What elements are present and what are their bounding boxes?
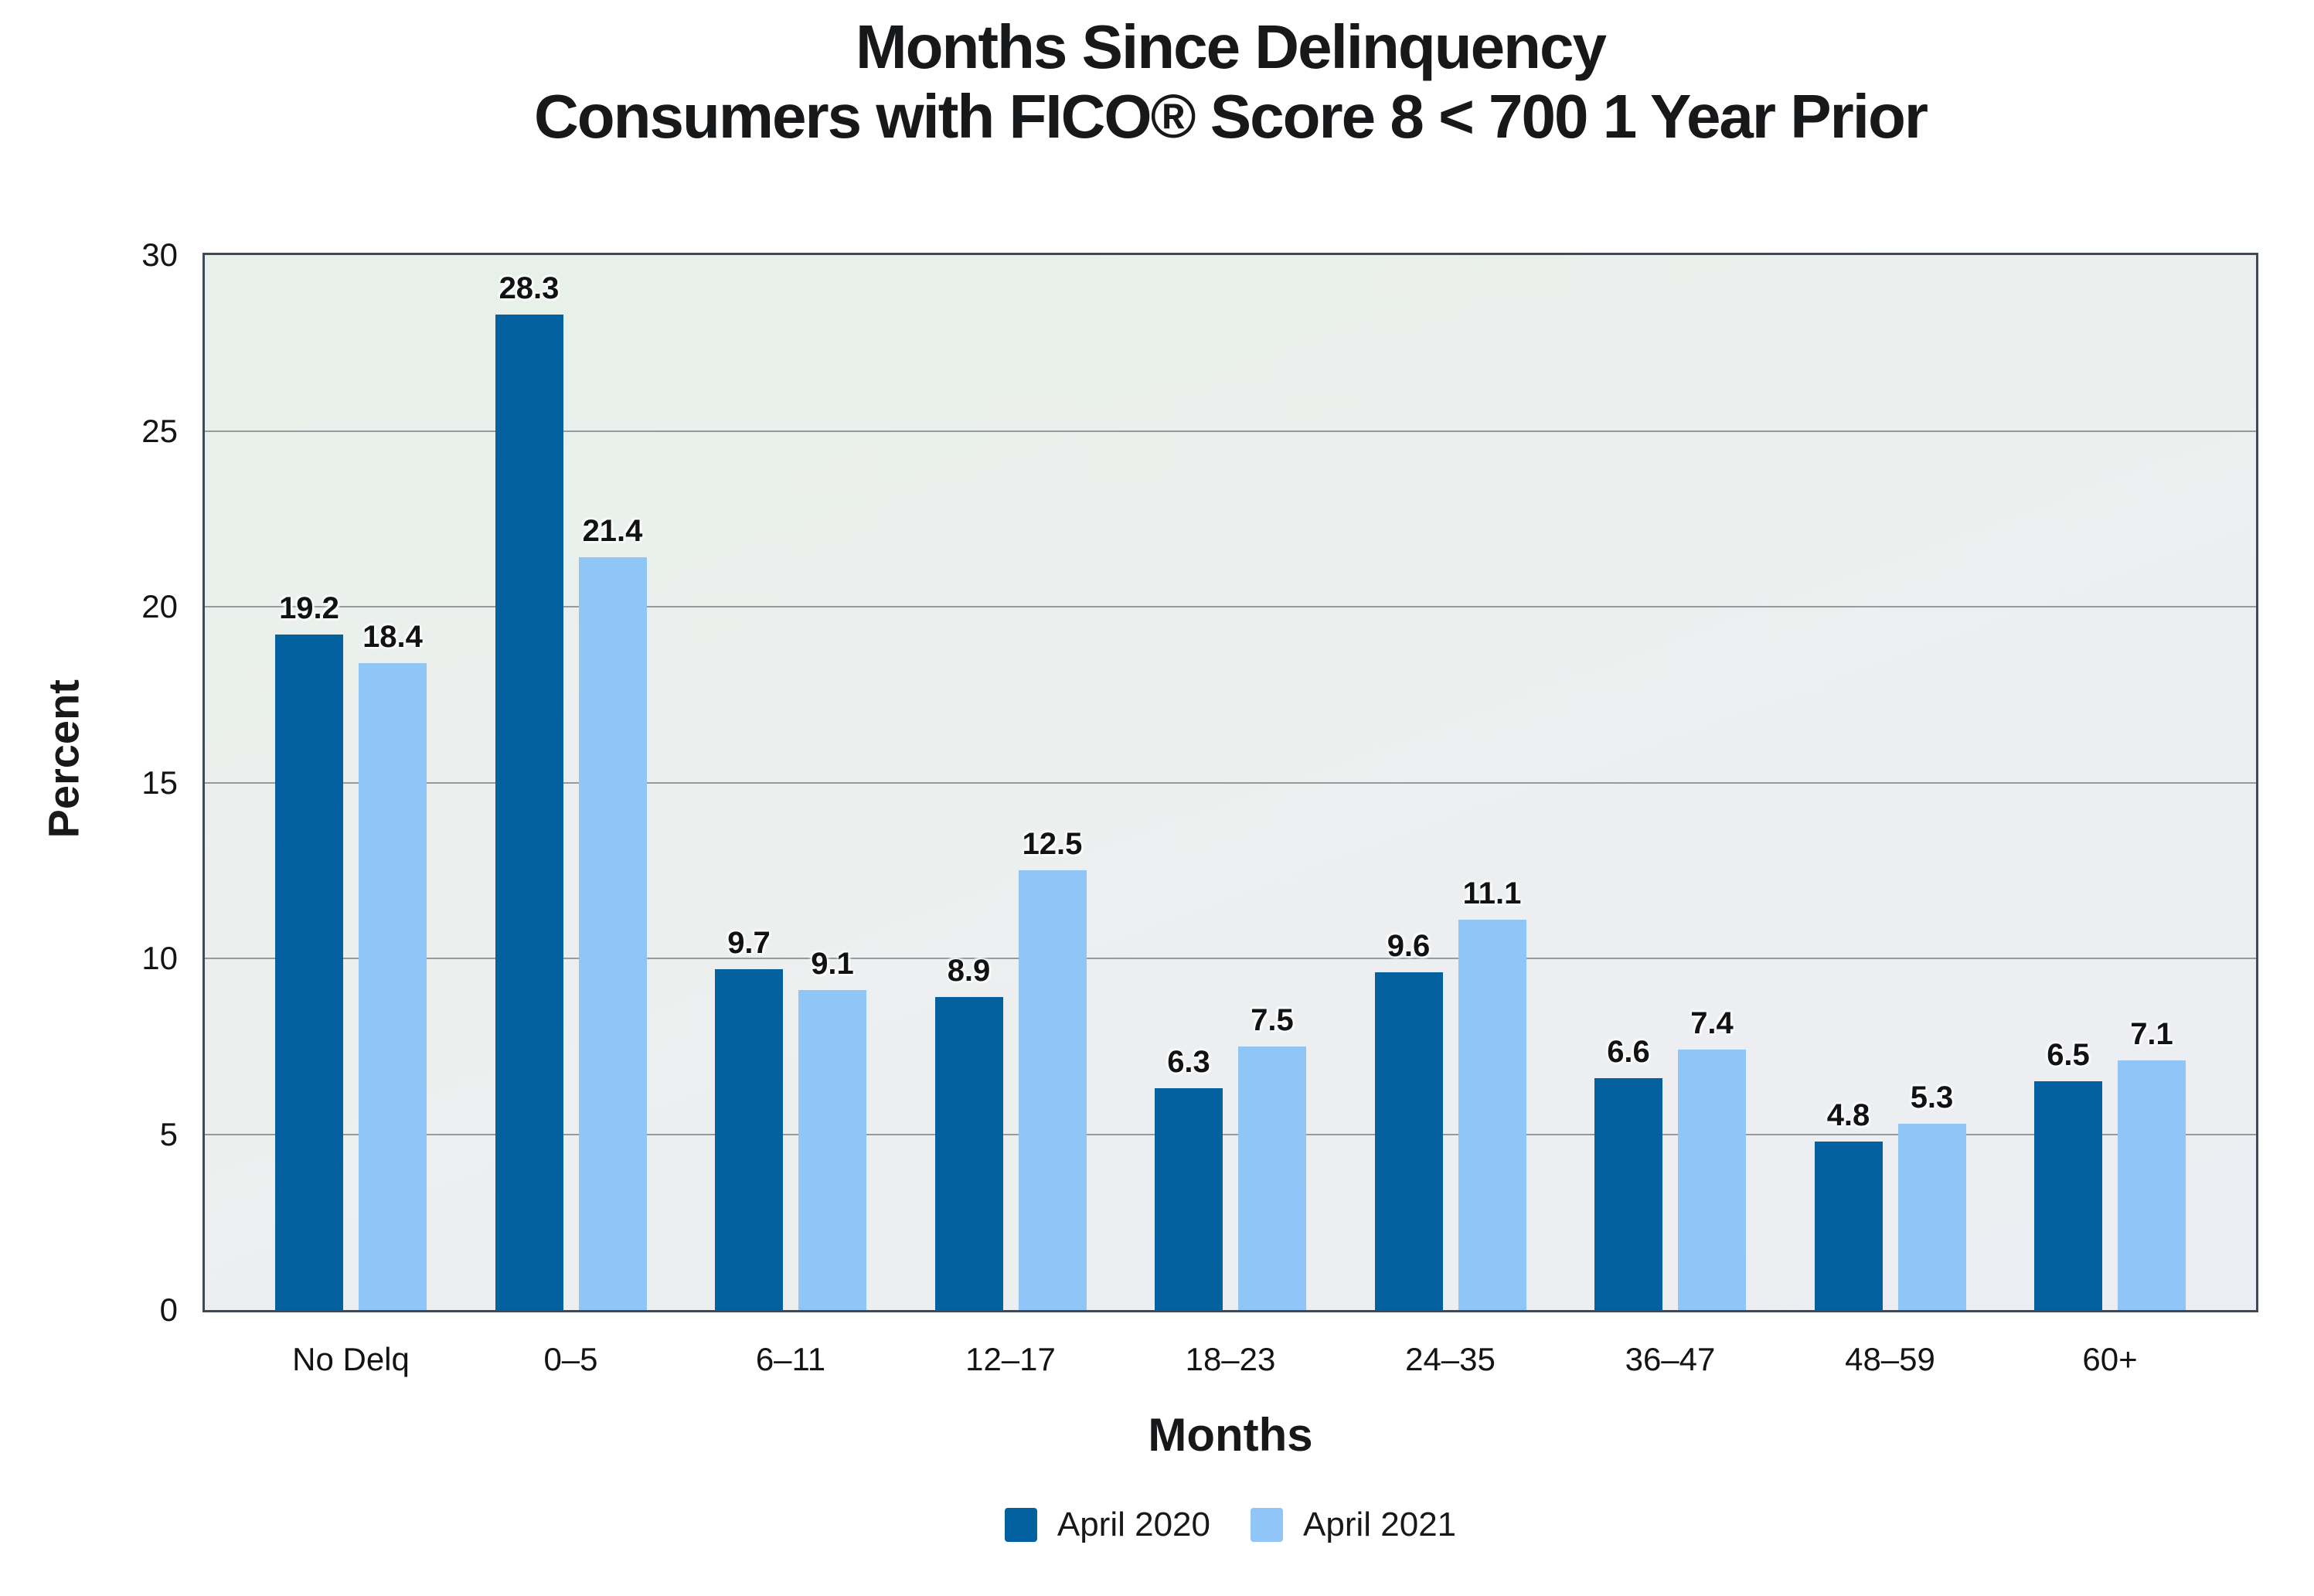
chart-title-line1: Months Since Delinquency [856,12,1607,81]
y-tick-30: 30 [141,237,178,273]
bar-value-label: 21.4 [582,514,643,549]
bar-value-label: 7.4 [1690,1006,1734,1041]
bar-april-2021-6–11 [798,989,866,1310]
legend-label-april-2021: April 2021 [1303,1506,1457,1543]
x-tick-48–59: 48–59 [1845,1341,1935,1377]
x-tick-0–5: 0–5 [543,1341,598,1377]
y-tick-20: 20 [141,588,178,624]
bar-april-2020-0–5 [495,315,563,1310]
gridline-20 [205,606,2256,607]
bar-april-2020-36–47 [1594,1077,1662,1310]
x-axis-title: Months [1148,1409,1313,1461]
bar-value-label: 4.8 [1826,1097,1870,1132]
bar-value-label: 6.3 [1167,1045,1210,1080]
x-tick-6–11: 6–11 [755,1341,826,1377]
bar-april-2021-60+ [2118,1060,2186,1310]
y-tick-15: 15 [141,764,178,801]
bar-april-2020-6–11 [715,968,783,1310]
bar-april-2020-12–17 [934,997,1003,1310]
x-tick-36–47: 36–47 [1625,1341,1716,1377]
bar-value-label: 7.1 [2130,1016,2173,1051]
bar-value-label: 11.1 [1462,876,1522,910]
x-tick-60+: 60+ [2082,1341,2138,1377]
bar-april-2020-60+ [2034,1081,2102,1310]
gridline-10 [205,958,2256,959]
legend-swatch-april-2021 [1251,1508,1283,1542]
chart-title-line2: Consumers with FICO® Score 8 < 700 1 Yea… [533,81,1928,151]
bar-april-2021-48–59 [1897,1123,1966,1310]
legend-swatch-april-2020 [1004,1508,1037,1542]
bar-april-2021-No Delq [359,662,427,1310]
bar-value-label: 6.6 [1607,1034,1650,1069]
plot-area: 19.2 18.4 28.3 21.4 9.7 9.1 8.9 12.5 6.3 7.5 9.6 11… [202,253,2258,1312]
y-tick-0: 0 [159,1291,178,1328]
bar-value-label: 9.1 [811,946,854,981]
legend-label-april-2020: April 2020 [1057,1506,1210,1543]
bar-april-2021-36–47 [1678,1050,1746,1310]
bar-value-label: 9.7 [727,925,771,960]
legend-item-april-2020: April 2020 [1004,1506,1210,1544]
legend-item-april-2021: April 2021 [1251,1506,1456,1544]
bar-value-label: 28.3 [499,271,560,306]
plot-inner: 19.2 18.4 28.3 21.4 9.7 9.1 8.9 12.5 6.3 7.5 9.6 11… [205,255,2256,1310]
bar-value-label: 7.5 [1251,1002,1294,1037]
bar-value-label: 6.5 [2047,1038,2090,1073]
y-tick-5: 5 [159,1115,178,1152]
chart-title: Months Since Delinquency Consumers with … [202,12,2258,151]
bar-april-2021-24–35 [1458,919,1526,1310]
legend: April 2020 April 2021 [202,1506,2258,1544]
bar-april-2021-18–23 [1238,1046,1306,1310]
bar-value-label: 8.9 [947,954,991,989]
bar-april-2020-24–35 [1374,972,1443,1310]
bar-value-label: 19.2 [279,591,339,626]
bar-april-2021-0–5 [578,557,647,1310]
x-tick-12–17: 12–17 [965,1341,1056,1377]
bar-value-label: 18.4 [362,619,423,654]
bar-value-label: 12.5 [1022,827,1083,862]
bar-april-2020-18–23 [1155,1088,1223,1310]
y-tick-25: 25 [141,412,178,449]
y-tick-10: 10 [141,940,178,976]
bar-april-2020-48–59 [1814,1141,1883,1310]
gridline-25 [205,430,2256,432]
gridline-15 [205,781,2256,784]
bar-april-2021-12–17 [1018,870,1087,1310]
x-tick-18–23: 18–23 [1185,1341,1276,1377]
x-tick-24–35: 24–35 [1405,1341,1496,1377]
bar-value-label: 5.3 [1910,1080,1954,1114]
bar-value-label: 9.6 [1387,929,1431,964]
bar-april-2020-No Delq [275,635,343,1310]
gridline-5 [205,1133,2256,1135]
x-tick-No Delq: No Delq [292,1341,410,1377]
